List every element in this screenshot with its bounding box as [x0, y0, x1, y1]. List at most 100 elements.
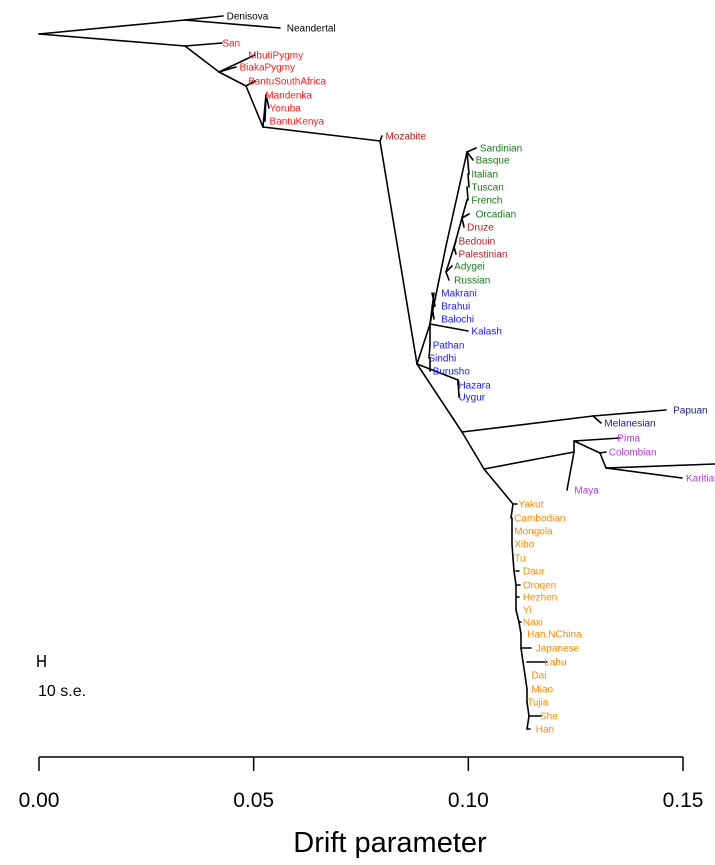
tree-branch — [38, 33, 186, 47]
tree-branch — [511, 543, 514, 559]
leaf-label-uygur: Uygur — [458, 393, 485, 404]
leaf-label-italian: Italian — [471, 170, 498, 181]
tree-branch — [599, 451, 607, 454]
tree-branch — [483, 468, 514, 505]
tree-branch — [428, 344, 431, 359]
leaf-label-french: French — [471, 196, 502, 207]
leaf-label-neandertal: Neandertal — [287, 24, 336, 35]
leaf-label-mozabite: Mozabite — [385, 132, 426, 143]
leaf-label-she: She — [540, 712, 558, 723]
tree-branch — [599, 452, 607, 469]
leaf-label-san: San — [222, 39, 240, 50]
leaf-label-kalash: Kalash — [471, 327, 502, 338]
tree-branch — [218, 54, 256, 73]
tree-branch — [262, 126, 381, 142]
leaf-label-bedouin: Bedouin — [458, 237, 495, 248]
tree-branch — [518, 621, 522, 635]
leaf-label-han-nchina: Han.NChina — [527, 630, 582, 641]
leaf-label-orcadian: Orcadian — [476, 210, 517, 221]
tree-branch — [461, 199, 468, 219]
tree-branch — [573, 437, 621, 442]
tree-branch — [573, 440, 601, 454]
leaf-label-biakapygmy: BiakaPygmy — [239, 63, 295, 74]
tree-branch — [431, 292, 436, 307]
leaf-label-han: Han — [536, 725, 554, 736]
leaf-label-oroqen: Oroqen — [523, 581, 556, 592]
leaf-label-tuscan: Tuscan — [471, 183, 503, 194]
tree-branches — [38, 15, 715, 730]
leaf-labels: Denisova Neandertal San MbutiPygmyBiakaPygm… — [222, 12, 715, 736]
leaf-label-tujia: Tujia — [527, 698, 549, 709]
x-tick-label: 0.05 — [233, 789, 274, 812]
scale-bar: 10 s.e. — [37, 655, 86, 700]
x-axis: 0.00 0.05 0.10 0.15 Drift parameter — [19, 756, 704, 859]
leaf-label-hazara: Hazara — [458, 381, 491, 392]
tree-branch — [515, 609, 520, 623]
tree-branch — [264, 94, 267, 122]
x-axis-ticks: 0.00 0.05 0.10 0.15 — [19, 757, 704, 812]
tree-branch — [379, 140, 418, 365]
scale-bar-bracket — [37, 655, 46, 667]
leaf-label-burusho: Burusho — [433, 367, 471, 378]
leaf-label-denisova: Denisova — [227, 12, 269, 23]
tree-branch — [416, 323, 431, 365]
tree-branch — [461, 431, 485, 470]
leaf-label-japanese: Japanese — [536, 644, 580, 655]
tree-branch — [520, 647, 524, 663]
tree-branch — [184, 45, 220, 73]
tree-branch — [605, 467, 683, 479]
leaf-label-yakut: Yakut — [519, 500, 544, 511]
tree-branch — [245, 85, 264, 128]
leaf-label-pima: Pima — [617, 434, 640, 445]
leaf-label-adygei: Adygei — [454, 262, 485, 273]
leaf-label-karitiana: Karitiana — [686, 474, 715, 485]
tree-branch — [592, 415, 602, 424]
tree-branch — [453, 240, 457, 248]
tree-branch — [466, 151, 474, 161]
leaf-label-sindhi: Sindhi — [428, 354, 456, 365]
leaf-label-brahui: Brahui — [441, 302, 470, 313]
leaf-label-papuan: Papuan — [673, 406, 707, 417]
tree-branch — [184, 19, 281, 29]
tree-branch — [457, 379, 460, 398]
leaf-label-bantukenya: BantuKenya — [270, 117, 325, 128]
x-tick-label: 0.15 — [663, 789, 704, 812]
tree-branch — [218, 71, 247, 87]
leaf-label-pathan: Pathan — [433, 341, 465, 352]
tree-branch — [379, 135, 383, 142]
x-axis-title: Drift parameter — [293, 827, 487, 859]
leaf-label-dai: Dai — [531, 671, 546, 682]
tree-branch — [566, 451, 575, 491]
tree-branch — [38, 19, 186, 35]
tree-branch — [184, 42, 223, 47]
tree-branch — [605, 463, 715, 469]
leaf-label-basque: Basque — [476, 156, 510, 167]
leaf-label-yi: Yi — [523, 606, 532, 617]
x-tick-label: 0.10 — [448, 789, 489, 812]
leaf-label-hezhen: Hezhen — [523, 593, 557, 604]
tree-branch — [526, 701, 530, 717]
tree-branch — [524, 674, 528, 690]
leaf-label-palestinian: Palestinian — [458, 250, 507, 261]
scale-bar-label: 10 s.e. — [38, 683, 86, 700]
leaf-label-daur: Daur — [523, 567, 545, 578]
leaf-label-mandenka: Mandenka — [265, 91, 312, 102]
tree-branch — [445, 265, 453, 273]
leaf-label-miao: Miao — [531, 685, 553, 696]
leaf-label-naxi: Naxi — [523, 618, 543, 629]
x-tick-label: 0.00 — [19, 789, 60, 812]
leaf-label-druze: Druze — [467, 223, 494, 234]
tree-branch — [184, 15, 224, 21]
tree-branch — [445, 151, 468, 247]
leaf-label-bantusouthafrica: BantuSouthAfrica — [248, 77, 326, 88]
leaf-label-cambodian: Cambodian — [514, 514, 565, 525]
leaf-label-melanesian: Melanesian — [604, 419, 655, 430]
tree-branch — [512, 557, 515, 572]
leaf-label-russian: Russian — [454, 276, 490, 287]
leaf-label-yoruba: Yoruba — [270, 104, 302, 115]
leaf-label-sardinian: Sardinian — [480, 144, 522, 155]
tree-branch — [522, 661, 526, 676]
tree-branch — [526, 715, 530, 730]
